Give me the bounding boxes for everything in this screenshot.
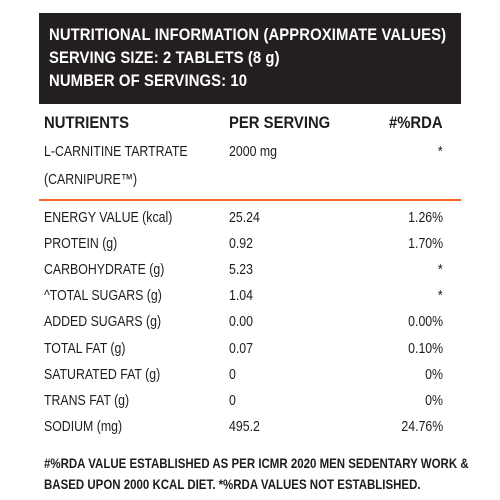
nutrient-name: ADDED SUGARS (g) [44, 314, 162, 331]
footnote-line1: #%RDA VALUE ESTABLISHED AS PER ICMR 2020… [44, 455, 469, 471]
nutrient-per-serving: 495.2 [229, 418, 260, 435]
active-ingredient-name-line1: L-CARNITINE TARTRATE [44, 144, 188, 160]
serving-size: SERVING SIZE: 2 TABLETS (8 g) [49, 49, 280, 67]
nutrient-rda: 0.00% [408, 314, 443, 331]
nutrient-rda: 0% [425, 392, 443, 409]
nutrient-name: PROTEIN (g) [44, 236, 118, 253]
nutrient-rda: 1.26% [408, 210, 443, 226]
nutrient-name: ^TOTAL SUGARS (g) [44, 288, 162, 305]
nutrient-rda: * [438, 288, 443, 305]
nutrient-per-serving: 1.04 [229, 288, 253, 305]
nutrient-name: SODIUM (mg) [44, 418, 123, 435]
nutrient-rda: * [438, 262, 443, 279]
nutrient-rda: 0.10% [408, 340, 443, 357]
nutrient-name: TOTAL FAT (g) [44, 340, 126, 357]
column-header-per-serving: PER SERVING [229, 114, 331, 132]
nutrient-rda: 24.76% [401, 418, 443, 435]
footnote-line2: BASED UPON 2000 KCAL DIET. *%RDA VALUES … [44, 476, 421, 492]
nutrient-rda: 1.70% [408, 236, 443, 253]
header-title: NUTRITIONAL INFORMATION (APPROXIMATE VAL… [49, 26, 447, 44]
column-header-nutrients: NUTRIENTS [44, 114, 129, 132]
nutrient-rda: 0% [425, 366, 443, 383]
nutrient-name: TRANS FAT (g) [44, 392, 130, 409]
active-ingredient-name-line2: (CARNIPURE™) [44, 172, 138, 188]
nutrient-per-serving: 0.00 [229, 314, 253, 331]
nutrient-name: ENERGY VALUE (kcal) [44, 210, 173, 226]
active-ingredient-rda: * [438, 144, 443, 160]
column-header-rda: #%RDA [389, 114, 443, 132]
nutrient-per-serving: 25.24 [229, 210, 260, 226]
section-divider [39, 199, 461, 201]
nutrition-header: NUTRITIONAL INFORMATION (APPROXIMATE VAL… [39, 13, 461, 104]
nutrient-per-serving: 0.92 [229, 236, 253, 253]
footnote: #%RDA VALUE ESTABLISHED AS PER ICMR 2020… [44, 453, 469, 495]
nutrient-per-serving: 0.07 [229, 340, 253, 357]
nutrient-per-serving: 5.23 [229, 262, 253, 279]
nutrient-per-serving: 0 [229, 392, 236, 409]
nutrient-name: SATURATED FAT (g) [44, 366, 161, 383]
number-of-servings: NUMBER OF SERVINGS: 10 [49, 72, 248, 90]
nutrient-name: CARBOHYDRATE (g) [44, 262, 165, 279]
nutrient-per-serving: 0 [229, 366, 236, 383]
active-ingredient-per-serving: 2000 mg [229, 144, 277, 160]
